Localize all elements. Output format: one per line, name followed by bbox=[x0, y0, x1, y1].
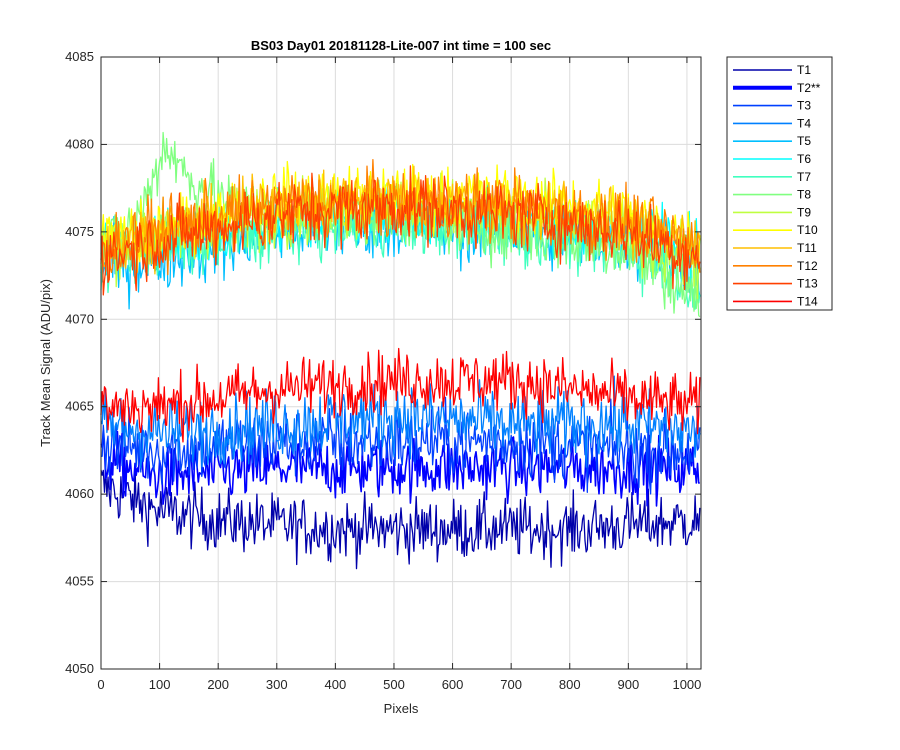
series-line-t12 bbox=[100, 159, 701, 276]
legend-label: T6 bbox=[797, 152, 811, 166]
ticks: 0 100 200 300 400 500 600 700 800 900 1000 4050 4055… bbox=[65, 49, 701, 692]
chart-title: BS03 Day01 20181128-Lite-007 int time = … bbox=[251, 38, 551, 53]
y-axis-label: Track Mean Signal (ADU/pix) bbox=[38, 279, 53, 447]
legend-label: T3 bbox=[797, 99, 811, 113]
plot-frame bbox=[100, 56, 702, 670]
legend-label: T4 bbox=[797, 116, 811, 130]
legend-label: T14 bbox=[797, 294, 818, 308]
series-line-t2 bbox=[100, 429, 700, 507]
x-tick-label: 800 bbox=[559, 677, 581, 692]
legend-label: T7 bbox=[797, 170, 811, 184]
legend-label: T11 bbox=[797, 241, 817, 255]
y-tick-label: 4050 bbox=[65, 661, 94, 676]
x-tick-label: 600 bbox=[442, 677, 464, 692]
legend-label: T2** bbox=[797, 81, 821, 95]
legend-label: T8 bbox=[797, 188, 811, 202]
x-tick-label: 200 bbox=[207, 677, 229, 692]
series-line-t13 bbox=[100, 165, 701, 296]
y-tick-label: 4055 bbox=[65, 574, 94, 589]
plot-area bbox=[101, 57, 701, 669]
legend-label: T10 bbox=[797, 223, 818, 237]
x-tick-label: 100 bbox=[149, 677, 171, 692]
legend: T1 T2** T3 T4 T5 T6 T7 T8 T9 T10 T11 T12 T13 T14 bbox=[726, 56, 833, 311]
legend-box bbox=[726, 56, 833, 311]
x-tick-label: 700 bbox=[500, 677, 522, 692]
series-line-t1 bbox=[100, 465, 701, 570]
x-tick-label: 1000 bbox=[672, 677, 701, 692]
y-tick-label: 4085 bbox=[65, 49, 94, 64]
legend-label: T9 bbox=[797, 205, 811, 219]
y-tick-label: 4060 bbox=[65, 486, 94, 501]
x-tick-label: 500 bbox=[383, 677, 405, 692]
legend-label: T13 bbox=[797, 277, 818, 291]
y-tick-label: 4065 bbox=[65, 399, 94, 414]
x-tick-label: 400 bbox=[325, 677, 347, 692]
legend-label: T5 bbox=[797, 134, 811, 148]
x-tick-label: 900 bbox=[617, 677, 639, 692]
series-layer bbox=[100, 131, 701, 570]
y-tick-label: 4070 bbox=[65, 311, 94, 326]
x-tick-label: 0 bbox=[97, 677, 104, 692]
legend-label: T12 bbox=[797, 259, 818, 273]
x-tick-label: 300 bbox=[266, 677, 288, 692]
x-axis-label: Pixels bbox=[384, 701, 419, 716]
legend-label: T1 bbox=[797, 63, 811, 77]
series-line-t14 bbox=[100, 347, 701, 443]
y-tick-label: 4075 bbox=[65, 224, 94, 239]
y-tick-label: 4080 bbox=[65, 136, 94, 151]
